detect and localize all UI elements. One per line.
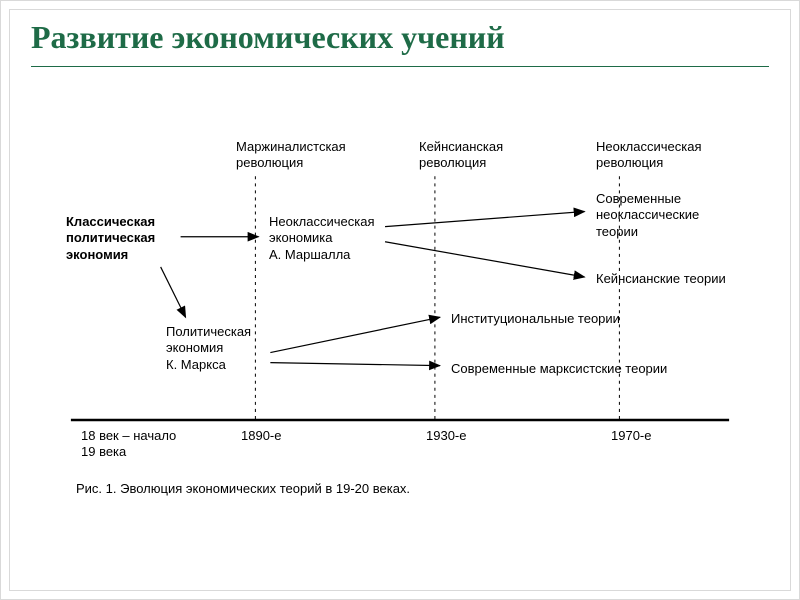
- timeline-label: 1930-е: [426, 428, 466, 444]
- school-marxist: Современные марксистские теории: [451, 361, 667, 377]
- school-political-econ: Политическая экономия К. Маркса: [166, 324, 251, 373]
- school-neoclassical: Неоклассическая экономика А. Маршалла: [269, 214, 375, 263]
- timeline-label: 1890-е: [241, 428, 281, 444]
- page-title: Развитие экономических учений: [31, 19, 769, 67]
- figure-caption: Рис. 1. Эволюция экономических теорий в …: [76, 481, 410, 496]
- school-institutional: Институциональные теории: [451, 311, 620, 327]
- school-classical: Классическая политическая экономия: [66, 214, 155, 263]
- timeline-label: 1970-е: [611, 428, 651, 444]
- revolution-label: Маржиналистская революция: [236, 139, 346, 172]
- school-keynesian: Кейнсианские теории: [596, 271, 726, 287]
- timeline-label: 18 век – начало 19 века: [81, 428, 176, 461]
- revolution-label: Неоклассическая революция: [596, 139, 702, 172]
- revolution-label: Кейнсианская революция: [419, 139, 503, 172]
- diagram-area: Маржиналистская революция Кейнсианская р…: [31, 136, 769, 559]
- school-modern-neoclassical: Современные неоклассические теории: [596, 191, 699, 240]
